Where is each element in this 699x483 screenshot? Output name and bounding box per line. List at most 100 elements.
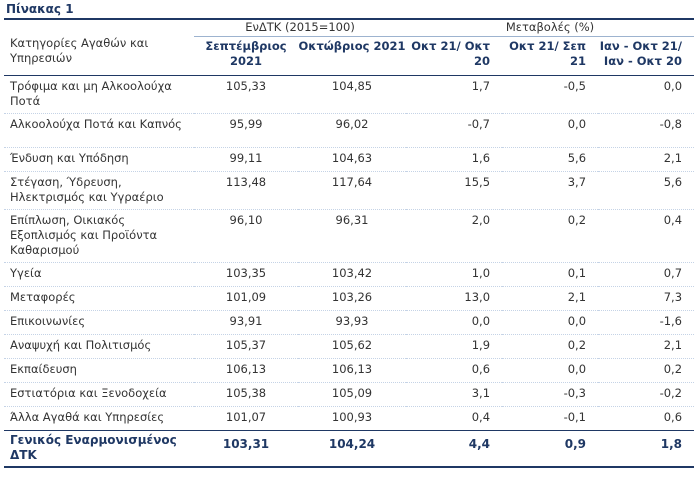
sep-2021-cell: 101,09 xyxy=(194,286,298,311)
table-row: Επικοινωνίες 93,91 93,93 0,0 0,0 -1,6 xyxy=(4,310,695,335)
header-row-columns: Σεπτέμβριος 2021 Οκτώβριος 2021 Οκτ 21/ … xyxy=(4,37,695,76)
jan-oct-cell: -1,6 xyxy=(598,310,695,335)
category-cell: Αλκοολούχα Ποτά και Καπνός xyxy=(4,113,194,148)
oct21-sep21-cell: -0,1 xyxy=(502,406,599,431)
header-row-groups: Κατηγορίες Αγαθών και Υπηρεσιών ΕνΔΤΚ (2… xyxy=(4,19,695,65)
category-cell: Επικοινωνίες xyxy=(4,310,194,335)
col-header-oct-2021: Οκτώβριος 2021 xyxy=(298,39,406,53)
table-body: Τρόφιμα και μη Αλκοολούχα Ποτά 105,33 104,… xyxy=(4,75,695,467)
total-mom: 0,9 xyxy=(564,437,587,451)
oct-2021-cell: 100,93 xyxy=(298,406,407,431)
sep-2021-cell: 105,38 xyxy=(194,382,298,407)
jan-oct-cell: 0,2 xyxy=(598,358,695,383)
oct-2021-cell: 104,85 xyxy=(298,75,407,114)
oct21-sep21-cell: 2,1 xyxy=(502,286,599,311)
category-cell: Υγεία xyxy=(4,262,194,287)
oct21-oct20-cell: 3,1 xyxy=(406,382,503,407)
total-oct: 104,24 xyxy=(328,437,376,451)
sep-2021-cell: 96,10 xyxy=(194,209,298,263)
oct21-sep21-cell: -0,5 xyxy=(502,75,599,114)
oct-2021-cell: 93,93 xyxy=(298,310,407,335)
total-sep: 103,31 xyxy=(222,437,270,451)
oct-2021-cell: 105,09 xyxy=(298,382,407,407)
oct-2021-cell: 103,26 xyxy=(298,286,407,311)
index-group-header: ΕνΔΤΚ (2015=100) xyxy=(194,19,407,37)
oct21-oct20-cell: 13,0 xyxy=(406,286,503,311)
category-cell: Αναψυχή και Πολιτισμός xyxy=(4,334,194,359)
oct-2021-cell: 117,64 xyxy=(298,171,407,210)
sep-2021-cell: 93,91 xyxy=(194,310,298,335)
jan-oct-cell: 0,0 xyxy=(598,75,695,114)
change-group-header: Μεταβολές (%) xyxy=(406,19,695,37)
sep-2021-cell: 103,35 xyxy=(194,262,298,287)
oct-2021-cell: 105,62 xyxy=(298,334,407,359)
sep-2021-cell: 101,07 xyxy=(194,406,298,431)
oct21-oct20-cell: 0,6 xyxy=(406,358,503,383)
total-row: Γενικός Εναρμονισμένος ΔΤΚ 103,31 104,24… xyxy=(4,430,695,467)
jan-oct-cell: 2,1 xyxy=(598,334,695,359)
jan-oct-cell: 0,4 xyxy=(598,209,695,263)
oct21-sep21-cell: 0,2 xyxy=(502,334,599,359)
table-row: Στέγαση, Ύδρευση, Ηλεκτρισμός και Υγραέρ… xyxy=(4,171,695,210)
oct21-oct20-cell: 1,6 xyxy=(406,147,503,172)
oct21-sep21-cell: 0,0 xyxy=(502,113,599,148)
sep-2021-cell: 99,11 xyxy=(194,147,298,172)
jan-oct-cell: 2,1 xyxy=(598,147,695,172)
table-row: Υγεία 103,35 103,42 1,0 0,1 0,7 xyxy=(4,262,695,287)
oct21-sep21-cell: 0,1 xyxy=(502,262,599,287)
oct21-oct20-cell: 1,9 xyxy=(406,334,503,359)
jan-oct-cell: 5,6 xyxy=(598,171,695,210)
category-cell: Άλλα Αγαθά και Υπηρεσίες xyxy=(4,406,194,431)
sep-2021-cell: 95,99 xyxy=(194,113,298,148)
sep-2021-cell: 113,48 xyxy=(194,171,298,210)
category-cell: Στέγαση, Ύδρευση, Ηλεκτρισμός και Υγραέρ… xyxy=(4,171,194,210)
table-row: Εστιατόρια και Ξενοδοχεία 105,38 105,09 3,1… xyxy=(4,382,695,407)
category-column-header: Κατηγορίες Αγαθών και Υπηρεσιών xyxy=(10,36,149,65)
oct21-sep21-cell: 5,6 xyxy=(502,147,599,172)
oct-2021-cell: 106,13 xyxy=(298,358,407,383)
col-header-oct21-sep21: Οκτ 21/ Σεπ 21 xyxy=(509,39,587,68)
category-cell: Ένδυση και Υπόδηση xyxy=(4,147,194,172)
oct21-sep21-cell: 0,0 xyxy=(502,358,599,383)
oct-2021-cell: 96,31 xyxy=(298,209,407,263)
col-header-jan-oct: Ιαν - Οκτ 21/ Ιαν - Οκτ 20 xyxy=(599,39,683,68)
oct21-oct20-cell: 15,5 xyxy=(406,171,503,210)
category-cell: Μεταφορές xyxy=(4,286,194,311)
oct21-oct20-cell: 2,0 xyxy=(406,209,503,263)
category-cell: Εστιατόρια και Ξενοδοχεία xyxy=(4,382,194,407)
jan-oct-cell: -0,2 xyxy=(598,382,695,407)
oct21-sep21-cell: 3,7 xyxy=(502,171,599,210)
category-cell: Τρόφιμα και μη Αλκοολούχα Ποτά xyxy=(4,75,194,114)
jan-oct-cell: 7,3 xyxy=(598,286,695,311)
col-header-oct21-oct20: Οκτ 21/ Οκτ 20 xyxy=(411,39,491,68)
table-row: Αλκοολούχα Ποτά και Καπνός 95,99 96,02 -0,7… xyxy=(4,113,695,148)
category-cell: Εκπαίδευση xyxy=(4,358,194,383)
oct-2021-cell: 104,63 xyxy=(298,147,407,172)
table-row: Αναψυχή και Πολιτισμός 105,37 105,62 1,9 0,2… xyxy=(4,334,695,359)
oct-2021-cell: 103,42 xyxy=(298,262,407,287)
total-yoy: 4,4 xyxy=(468,437,491,451)
table-row: Μεταφορές 101,09 103,26 13,0 2,1 7,3 xyxy=(4,286,695,311)
total-label: Γενικός Εναρμονισμένος ΔΤΚ xyxy=(10,433,177,462)
oct21-oct20-cell: 0,0 xyxy=(406,310,503,335)
jan-oct-cell: 0,7 xyxy=(598,262,695,287)
oct21-oct20-cell: 1,7 xyxy=(406,75,503,114)
sep-2021-cell: 105,33 xyxy=(194,75,298,114)
oct-2021-cell: 96,02 xyxy=(298,113,407,148)
table-row: Άλλα Αγαθά και Υπηρεσίες 101,07 100,93 0,4-… xyxy=(4,406,695,431)
jan-oct-cell: -0,8 xyxy=(598,113,695,148)
sep-2021-cell: 105,37 xyxy=(194,334,298,359)
table-row: Τρόφιμα και μη Αλκοολούχα Ποτά 105,33 104,… xyxy=(4,75,695,114)
table-row: Εκπαίδευση 106,13 106,13 0,6 0,0 0,2 xyxy=(4,358,695,383)
oct21-oct20-cell: -0,7 xyxy=(406,113,503,148)
cpi-table: Κατηγορίες Αγαθών και Υπηρεσιών ΕνΔΤΚ (2… xyxy=(4,18,695,468)
table-caption: Πίνακας 1 xyxy=(6,2,74,16)
category-cell: Επίπλωση, Οικιακός Εξοπλισμός και Προϊόν… xyxy=(4,209,194,263)
oct21-sep21-cell: 0,0 xyxy=(502,310,599,335)
oct21-sep21-cell: 0,2 xyxy=(502,209,599,263)
oct21-oct20-cell: 1,0 xyxy=(406,262,503,287)
oct21-oct20-cell: 0,4 xyxy=(406,406,503,431)
table-row: Επίπλωση, Οικιακός Εξοπλισμός και Προϊόν… xyxy=(4,209,695,263)
oct21-sep21-cell: -0,3 xyxy=(502,382,599,407)
